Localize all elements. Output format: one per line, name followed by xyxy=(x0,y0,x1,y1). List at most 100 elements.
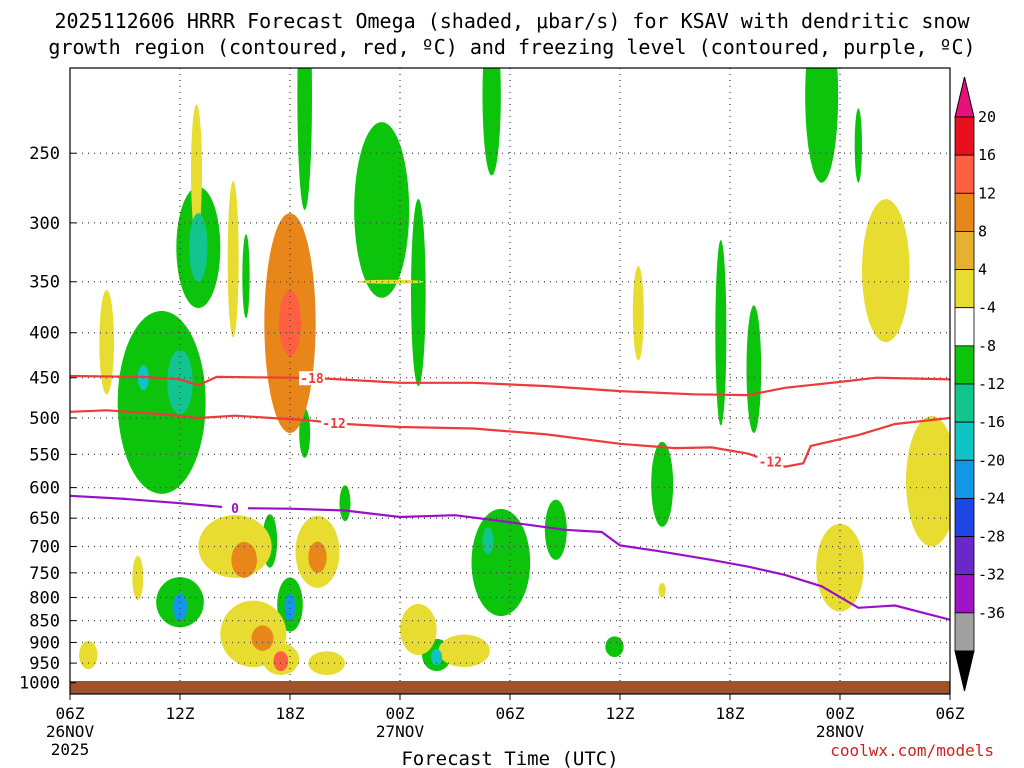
omega-positive-region xyxy=(400,604,437,655)
omega-negative-region xyxy=(117,310,206,494)
colorbar-label: 4 xyxy=(978,261,987,279)
x-tick-date-label: 26NOV xyxy=(46,722,95,741)
contour-label-background xyxy=(757,454,784,469)
y-tick-label: 600 xyxy=(29,479,60,499)
omega-negative-region xyxy=(189,213,208,282)
omega-positive-region xyxy=(308,651,345,675)
omega-negative-region xyxy=(167,349,193,415)
colorbar-label: -8 xyxy=(978,337,996,355)
colorbar-label: -16 xyxy=(978,413,1005,431)
omega-positive-region xyxy=(132,555,144,600)
omega-shading xyxy=(79,68,950,675)
omega-negative-region xyxy=(339,485,351,522)
x-axis-title: Forecast Time (UTC) xyxy=(401,748,618,768)
x-tick-label: 12Z xyxy=(606,704,635,723)
omega-negative-region xyxy=(354,122,410,298)
y-tick-label: 550 xyxy=(29,445,60,465)
x-tick-label: 00Z xyxy=(386,704,415,723)
omega-positive-region xyxy=(816,523,864,612)
x-tick-date-label: 27NOV xyxy=(376,722,425,741)
y-axis: 2503003504004505005506006507007508008509… xyxy=(19,144,76,694)
omega-positive-region xyxy=(862,199,910,343)
y-tick-label: 1000 xyxy=(19,674,60,694)
colorbar-label: -20 xyxy=(978,451,1005,469)
omega-positive-region xyxy=(99,290,114,395)
colorbar-label: 8 xyxy=(978,222,987,240)
chart-title: 2025112606 HRRR Forecast Omega (shaded, … xyxy=(48,9,976,59)
omega-positive-region xyxy=(658,583,666,598)
contour-label-background xyxy=(299,371,325,386)
colorbar-label: -4 xyxy=(978,299,996,317)
colorbar-segment xyxy=(954,612,975,652)
x-tick-year-label: 2025 xyxy=(51,740,90,759)
omega-negative-region xyxy=(746,305,762,433)
omega-negative-region xyxy=(805,68,839,183)
omega-negative-region xyxy=(172,593,188,621)
colorbar-segment xyxy=(954,383,975,423)
omega-positive-region xyxy=(906,415,950,547)
colorbar-label: 16 xyxy=(978,146,996,164)
omega-negative-region xyxy=(482,527,494,555)
x-tick-label: 18Z xyxy=(276,704,305,723)
omega-positive-region xyxy=(227,181,239,338)
omega-positive-region xyxy=(632,265,644,361)
contour-line xyxy=(70,409,950,468)
colorbar-segment xyxy=(954,192,975,232)
colorbar-segment xyxy=(954,231,975,270)
x-tick-label: 00Z xyxy=(826,704,855,723)
colorbar-segment xyxy=(954,345,975,385)
omega-positive-region xyxy=(251,625,274,651)
contour-label: -12 xyxy=(759,456,782,471)
contour-line xyxy=(70,374,950,397)
colorbar-top-arrow xyxy=(954,76,975,118)
colorbar-bottom-arrow xyxy=(954,650,975,692)
omega-negative-region xyxy=(482,68,501,176)
omega-negative-region xyxy=(651,441,674,527)
y-tick-label: 800 xyxy=(29,588,60,608)
omega-positive-region xyxy=(79,640,98,670)
ground-surface xyxy=(70,681,950,694)
omega-negative-region xyxy=(471,508,531,617)
y-tick-label: 400 xyxy=(29,324,60,344)
colorbar-label: -32 xyxy=(978,566,1005,584)
contour-label: -18 xyxy=(300,372,324,387)
omega-positive-region xyxy=(191,104,202,238)
colorbar-label: 20 xyxy=(978,108,996,126)
y-tick-label: 450 xyxy=(29,369,60,389)
contour-label-background xyxy=(321,415,347,430)
omega-negative-region xyxy=(544,499,567,560)
colorbar-segment xyxy=(954,536,975,576)
y-tick-label: 850 xyxy=(29,612,60,632)
y-tick-label: 650 xyxy=(29,509,60,529)
x-tick-label: 06Z xyxy=(936,704,965,723)
y-tick-label: 500 xyxy=(29,409,60,429)
y-tick-label: 700 xyxy=(29,537,60,557)
omega-negative-region xyxy=(431,648,443,666)
colorbar-segment xyxy=(954,269,975,309)
colorbar-label: 12 xyxy=(978,184,996,202)
y-tick-label: 750 xyxy=(29,564,60,584)
omega-negative-region xyxy=(715,239,727,426)
colorbar-label: -36 xyxy=(978,604,1005,622)
contour-label: 0 xyxy=(231,502,239,517)
omega-positive-region xyxy=(279,290,301,356)
omega-negative-region xyxy=(242,234,250,319)
y-tick-label: 300 xyxy=(29,214,60,234)
colorbar-segment xyxy=(954,154,975,194)
x-tick-date-label: 28NOV xyxy=(816,722,865,741)
x-tick-label: 18Z xyxy=(716,704,745,723)
omega-positive-region xyxy=(438,634,490,668)
colorbar-label: -12 xyxy=(978,375,1005,393)
x-tick-label: 12Z xyxy=(166,704,195,723)
omega-positive-region xyxy=(308,541,327,573)
y-tick-label: 950 xyxy=(29,654,60,674)
contour-label-background xyxy=(222,501,248,516)
colorbar-segment xyxy=(954,307,975,347)
omega-positive-region xyxy=(231,541,257,578)
contours: -18 -12 -12 0 xyxy=(70,371,950,621)
colorbar-legend: 20 16 12 8 4 -4 -8 -12 -16 -20 -24 -28 -32 -36 xyxy=(954,76,1005,692)
omega-negative-region xyxy=(284,593,296,621)
x-tick-label: 06Z xyxy=(496,704,525,723)
